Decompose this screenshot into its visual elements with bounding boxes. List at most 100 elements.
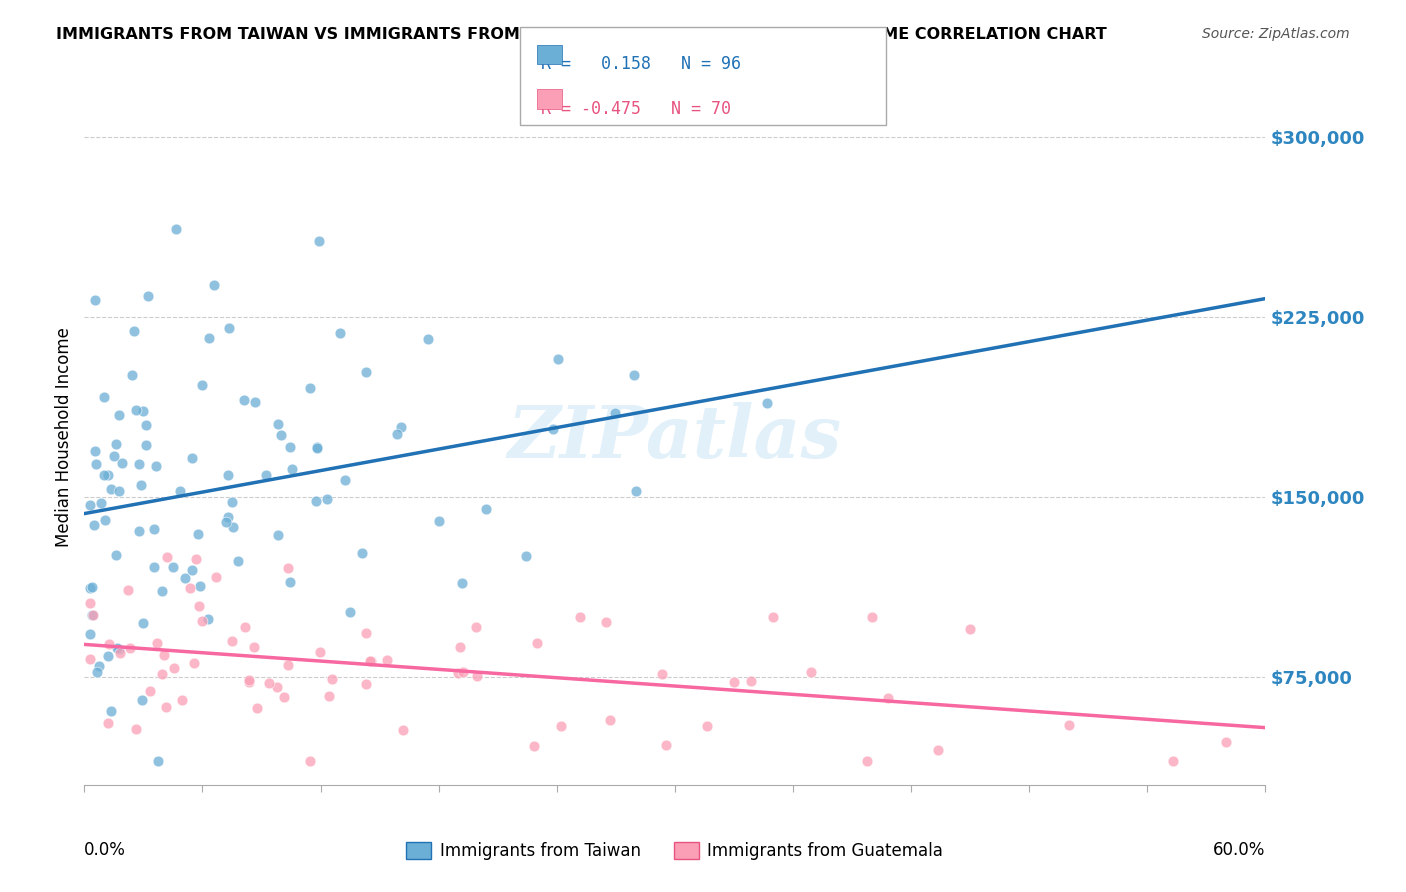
- Text: 0.0%: 0.0%: [84, 840, 127, 859]
- Point: [755, 395, 778, 409]
- Point: [257, 675, 280, 690]
- Point: [238, 675, 260, 690]
- Point: [179, 581, 201, 595]
- Point: [111, 456, 134, 470]
- Point: [105, 641, 128, 656]
- Point: [356, 677, 378, 691]
- Point: [198, 331, 221, 345]
- Point: [360, 654, 382, 668]
- Point: [143, 559, 166, 574]
- Point: [308, 235, 330, 249]
- Point: [569, 610, 592, 624]
- Point: [163, 661, 186, 675]
- Point: [547, 352, 569, 367]
- Point: [860, 610, 883, 624]
- Point: [266, 417, 288, 431]
- Point: [655, 738, 678, 752]
- Point: [339, 605, 361, 619]
- Point: [79, 499, 101, 513]
- Point: [309, 645, 332, 659]
- Point: [86, 665, 108, 680]
- Point: [107, 484, 129, 499]
- Point: [94, 514, 117, 528]
- Text: R = -0.475   N = 70: R = -0.475 N = 70: [541, 100, 731, 118]
- Point: [90, 496, 112, 510]
- Point: [169, 483, 191, 498]
- Point: [465, 669, 488, 683]
- Point: [623, 368, 645, 383]
- Point: [103, 449, 125, 463]
- Point: [128, 458, 150, 472]
- Point: [84, 293, 107, 307]
- Point: [278, 440, 301, 454]
- Point: [523, 739, 546, 753]
- Text: ZIPatlas: ZIPatlas: [508, 401, 842, 473]
- Point: [190, 378, 212, 392]
- Point: [723, 675, 745, 690]
- Point: [449, 640, 471, 654]
- Point: [515, 549, 537, 564]
- Point: [174, 571, 197, 585]
- Point: [1163, 754, 1185, 768]
- Point: [97, 716, 120, 731]
- Point: [156, 550, 179, 565]
- Point: [82, 607, 104, 622]
- Point: [387, 427, 409, 442]
- Point: [333, 473, 356, 487]
- Point: [307, 441, 329, 455]
- Point: [93, 390, 115, 404]
- Point: [104, 548, 127, 562]
- Legend: Immigrants from Taiwan, Immigrants from Guatemala: Immigrants from Taiwan, Immigrants from …: [399, 836, 950, 867]
- Point: [188, 579, 211, 593]
- Point: [79, 652, 101, 666]
- Point: [278, 575, 301, 590]
- Point: [315, 491, 337, 506]
- Point: [651, 667, 673, 681]
- Point: [131, 478, 153, 492]
- Point: [277, 657, 299, 672]
- Point: [762, 610, 785, 624]
- Point: [217, 510, 239, 524]
- Point: [136, 289, 159, 303]
- Point: [1057, 718, 1080, 732]
- Point: [305, 442, 328, 456]
- Point: [273, 690, 295, 704]
- Point: [242, 640, 264, 654]
- Point: [233, 392, 256, 407]
- Point: [79, 596, 101, 610]
- Point: [188, 599, 211, 614]
- Point: [187, 527, 209, 541]
- Point: [150, 584, 173, 599]
- Point: [83, 517, 105, 532]
- Point: [221, 495, 243, 509]
- Point: [321, 672, 343, 686]
- Text: 60.0%: 60.0%: [1213, 840, 1265, 859]
- Point: [270, 428, 292, 442]
- Point: [79, 626, 101, 640]
- Point: [100, 704, 122, 718]
- Point: [120, 641, 142, 656]
- Point: [599, 713, 621, 727]
- Point: [354, 365, 377, 379]
- Text: IMMIGRANTS FROM TAIWAN VS IMMIGRANTS FROM GUATEMALA MEDIAN HOUSEHOLD INCOME CORR: IMMIGRANTS FROM TAIWAN VS IMMIGRANTS FRO…: [56, 27, 1107, 42]
- Point: [170, 693, 193, 707]
- Point: [375, 653, 398, 667]
- Point: [80, 580, 103, 594]
- Point: [392, 723, 415, 737]
- Point: [354, 626, 377, 640]
- Point: [180, 563, 202, 577]
- Point: [135, 437, 157, 451]
- Point: [447, 665, 470, 680]
- Point: [181, 450, 204, 465]
- Point: [132, 615, 155, 630]
- Point: [389, 420, 412, 434]
- Point: [416, 332, 439, 346]
- Point: [125, 402, 148, 417]
- Point: [800, 665, 823, 679]
- Point: [83, 443, 105, 458]
- Point: [122, 324, 145, 338]
- Point: [222, 519, 245, 533]
- Point: [93, 468, 115, 483]
- Point: [740, 674, 762, 689]
- Point: [128, 524, 150, 538]
